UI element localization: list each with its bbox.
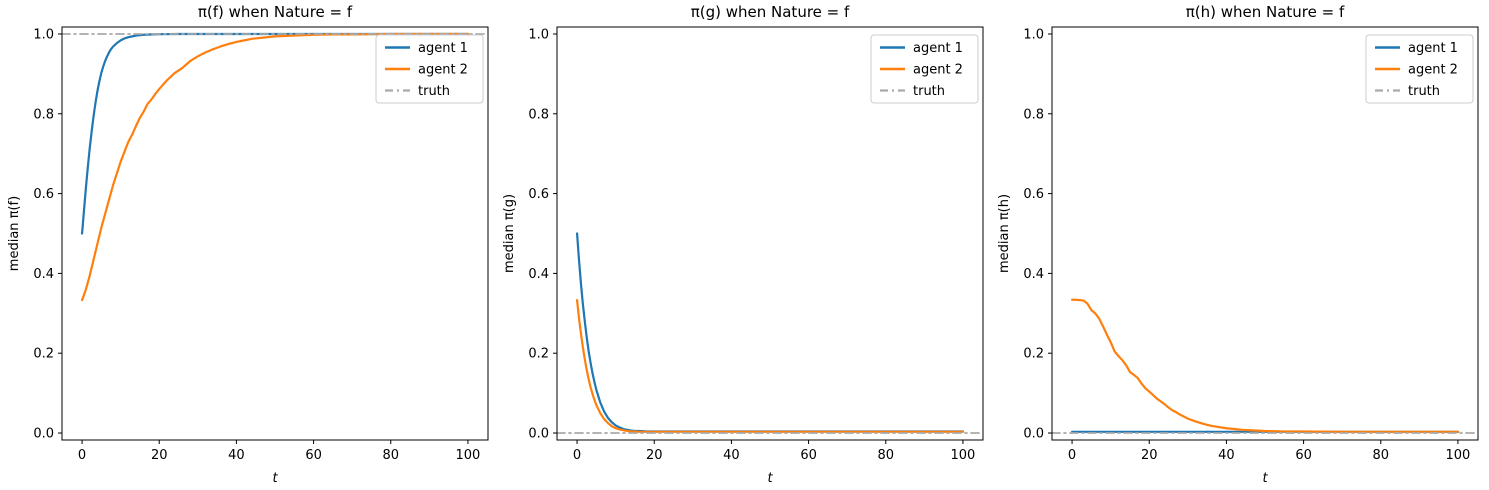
x-tick-label: 0 (573, 448, 581, 463)
y-tick-label: 0.8 (33, 107, 54, 122)
x-tick-label: 80 (1372, 448, 1389, 463)
x-tick-label: 60 (305, 448, 322, 463)
axes-spines (61, 26, 489, 441)
x-tick-label: 20 (1141, 448, 1158, 463)
axes-spines (1051, 26, 1479, 441)
y-tick-label: 1.0 (528, 27, 549, 42)
legend-label: agent 1 (418, 41, 468, 56)
x-tick-label: 80 (382, 448, 399, 463)
y-tick-label: 0.6 (528, 187, 549, 202)
plot-title: π(g) when Nature = f (691, 3, 850, 21)
x-axis-label: t (1262, 471, 1268, 486)
y-tick-label: 1.0 (33, 27, 54, 42)
subplot-median---g-: 0 20 40 60 80 100 0.0 0.2 0.4 0.6 0.8 1.0 π(g) when … (502, 3, 984, 486)
x-tick-label: 100 (951, 448, 976, 463)
series-lines (61, 32, 489, 302)
y-tick-label: 0.6 (33, 187, 54, 202)
subplot-median---h-: 0 20 40 60 80 100 0.0 0.2 0.4 0.6 0.8 1.0 π(h) when … (997, 3, 1479, 486)
x-tick-label: 0 (1068, 448, 1076, 463)
x-tick-label: 0 (78, 448, 86, 463)
y-tick-label: 0.0 (528, 427, 549, 442)
x-tick-label: 20 (151, 448, 168, 463)
subplot-median---f-: 0 20 40 60 80 100 0.0 0.2 0.4 0.6 0.8 1.0 π(f) when … (7, 3, 489, 486)
y-tick-label: 0.8 (528, 107, 549, 122)
plot-title: π(f) when Nature = f (198, 3, 353, 21)
legend-label: truth (1408, 84, 1440, 99)
x-tick-label: 20 (646, 448, 663, 463)
legend-label: agent 1 (1408, 41, 1458, 56)
legend-box (1365, 34, 1474, 104)
line-agent-2 (575, 299, 965, 433)
y-tick-label: 0.0 (1023, 427, 1044, 442)
y-tick-label: 0.6 (1023, 187, 1044, 202)
y-tick-label: 0.2 (1023, 347, 1044, 362)
legend-label: agent 2 (1408, 63, 1458, 78)
legend: agent 1 agent 2 truth (870, 34, 979, 104)
x-tick-label: 40 (723, 448, 740, 463)
plot-title: π(h) when Nature = f (1186, 3, 1345, 21)
x-tick-label: 100 (1446, 448, 1471, 463)
x-tick-label: 40 (228, 448, 245, 463)
y-axis-label: median π(h) (997, 194, 1012, 273)
y-tick-label: 0.2 (33, 347, 54, 362)
y-tick-label: 0.2 (528, 347, 549, 362)
axes-spines (556, 26, 984, 441)
y-tick-label: 1.0 (1023, 27, 1044, 42)
y-tick-label: 0.4 (1023, 267, 1044, 282)
y-tick-label: 0.8 (1023, 107, 1044, 122)
x-tick-label: 80 (877, 448, 894, 463)
legend-label: agent 1 (913, 41, 963, 56)
x-tick-label: 60 (1295, 448, 1312, 463)
y-tick-label: 0.4 (528, 267, 549, 282)
legend-label: truth (913, 84, 945, 99)
legend-box (375, 34, 484, 104)
series-lines (556, 232, 984, 434)
x-tick-label: 100 (456, 448, 481, 463)
line-agent-2 (1070, 298, 1460, 433)
legend: agent 1 agent 2 truth (1365, 34, 1474, 104)
y-tick-label: 0.4 (33, 267, 54, 282)
x-axis-label: t (767, 471, 773, 486)
y-axis-label: median π(g) (502, 194, 517, 273)
legend-label: agent 2 (913, 63, 963, 78)
line-agent-2 (80, 32, 470, 302)
legend: agent 1 agent 2 truth (375, 34, 484, 104)
x-axis-label: t (272, 471, 278, 486)
x-tick-label: 60 (800, 448, 817, 463)
x-tick-label: 40 (1218, 448, 1235, 463)
series-lines (1051, 298, 1479, 434)
y-tick-label: 0.0 (33, 427, 54, 442)
line-agent-1 (575, 232, 965, 433)
legend-box (870, 34, 979, 104)
y-axis-label: median π(f) (7, 196, 22, 271)
legend-label: agent 2 (418, 63, 468, 78)
legend-label: truth (418, 84, 450, 99)
